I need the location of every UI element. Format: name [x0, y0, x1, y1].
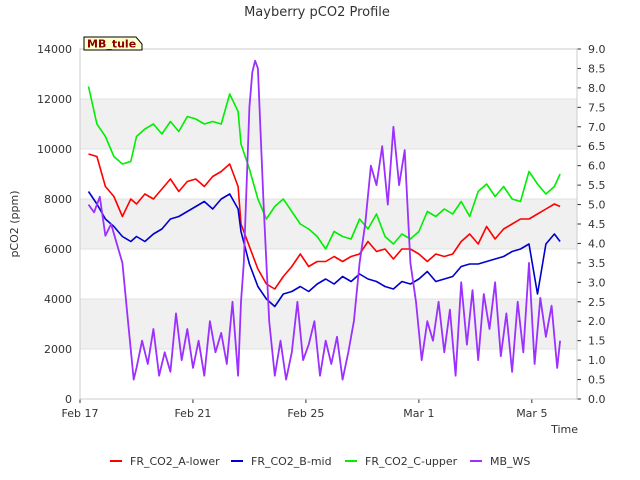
- y-tick-label-5: 10000: [37, 143, 72, 156]
- series-line-mb-ws: [87, 59, 561, 381]
- y-tick-label-7: 14000: [37, 43, 72, 56]
- legend-label-1: FR_CO2_B-mid: [251, 455, 332, 468]
- plot-frame: [79, 48, 578, 400]
- y2-tick-label-7: 3.5: [588, 257, 606, 270]
- y-axis-right: 0.0 0.5 1.0 1.5 2.0 2.5 3.0 3.5 4.0 4.5 5.0 5.5 6.0 6…: [577, 43, 606, 406]
- y2-tick-label-8: 4.0: [588, 237, 606, 250]
- y-tick-label-4: 8000: [44, 193, 72, 206]
- legend: FR_CO2_A-lower FR_CO2_B-mid FR_CO2_C-upper…: [110, 455, 530, 468]
- x-tick-label-4: Mar 5: [516, 407, 547, 420]
- y-axis-left: 0 2000 4000 6000 8000 10000 12000 14000: [37, 43, 72, 406]
- grid-band-1: [80, 199, 577, 249]
- y2-tick-label-12: 6.0: [588, 160, 606, 173]
- y2-tick-label-15: 7.5: [588, 101, 606, 114]
- chart-title: Mayberry pCO2 Profile: [244, 5, 390, 20]
- series-layer: [87, 59, 561, 381]
- y2-tick-label-3: 1.5: [588, 335, 606, 348]
- y2-tick-label-13: 6.5: [588, 140, 606, 153]
- x-axis: Feb 17 Feb 21 Feb 25 Mar 1 Mar 5: [62, 399, 547, 420]
- y-axis-label: pCO2 (ppm): [8, 190, 21, 257]
- x-tick-label-2: Feb 25: [287, 407, 324, 420]
- y-tick-label-1: 2000: [44, 343, 72, 356]
- site-label: MB_tule: [87, 38, 136, 51]
- y2-tick-label-1: 0.5: [588, 374, 606, 387]
- y2-tick-label-18: 9.0: [588, 43, 606, 56]
- y2-tick-label-6: 3.0: [588, 276, 606, 289]
- legend-label-3: MB_WS: [490, 455, 530, 468]
- grid-band-0: [80, 299, 577, 349]
- x-tick-label-1: Feb 21: [174, 407, 211, 420]
- y2-tick-label-9: 4.5: [588, 218, 606, 231]
- y2-tick-label-4: 2.0: [588, 315, 606, 328]
- y2-tick-label-11: 5.5: [588, 179, 606, 192]
- x-tick-label-3: Mar 1: [403, 407, 434, 420]
- y-tick-label-3: 6000: [44, 243, 72, 256]
- x-axis-label: Time: [550, 423, 578, 436]
- site-label-box: MB_tule: [83, 36, 143, 51]
- series-line-fr-co2-c-upper: [87, 86, 561, 250]
- legend-label-2: FR_CO2_C-upper: [365, 455, 458, 468]
- legend-label-0: FR_CO2_A-lower: [130, 455, 220, 468]
- y2-tick-label-2: 1.0: [588, 354, 606, 367]
- y2-tick-label-14: 7.0: [588, 121, 606, 134]
- y2-tick-label-0: 0.0: [588, 393, 606, 406]
- x-tick-label-0: Feb 17: [62, 407, 99, 420]
- y2-tick-label-5: 2.5: [588, 296, 606, 309]
- y-tick-label-6: 12000: [37, 93, 72, 106]
- y2-tick-label-16: 8.0: [588, 82, 606, 95]
- y2-tick-label-10: 5.0: [588, 199, 606, 212]
- series-line-fr-co2-a-lower: [88, 153, 561, 290]
- series-line-fr-co2-b-mid: [87, 191, 561, 308]
- y-tick-label-0: 0: [65, 393, 72, 406]
- y2-tick-label-17: 8.5: [588, 62, 606, 75]
- y-tick-label-2: 4000: [44, 293, 72, 306]
- grid-band-2: [80, 99, 577, 149]
